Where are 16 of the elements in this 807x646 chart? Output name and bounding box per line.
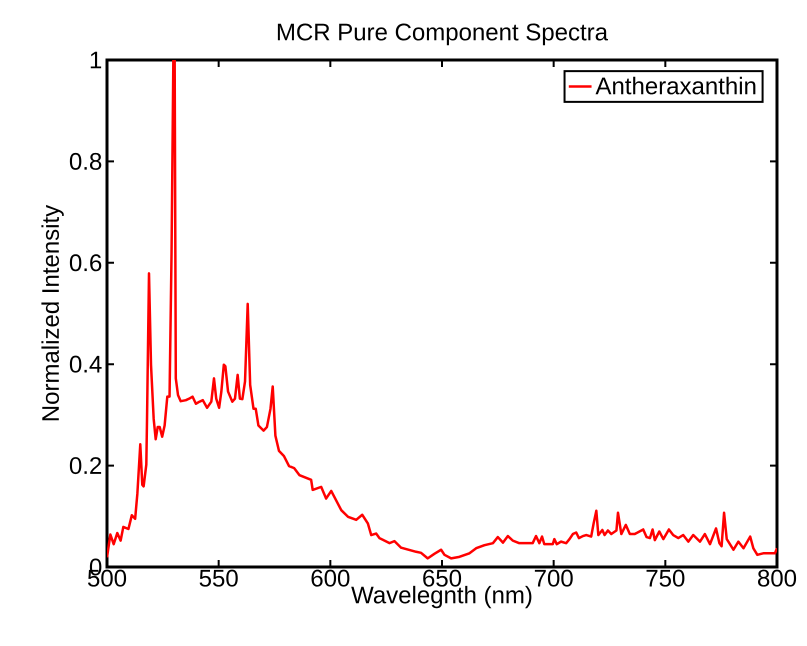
x-tick-label: 700 — [534, 570, 573, 587]
y-tick-label: 0.6 — [70, 254, 102, 272]
x-axis-title: Wavelegnth (nm) — [351, 586, 532, 608]
y-tick-label: 0.2 — [70, 457, 102, 474]
x-tick-label: 600 — [312, 570, 350, 587]
y-axis-title: Normalized Intensity — [41, 204, 64, 420]
chart-title: MCR Pure Component Spectra — [278, 24, 608, 46]
y-tick-label: 0.4 — [70, 356, 102, 373]
line-series — [107, 60, 777, 560]
y-tick-label: 1 — [90, 52, 102, 68]
y-tick-label: 0.8 — [70, 152, 102, 170]
x-tick-label: 550 — [200, 570, 238, 587]
x-tick-label: 650 — [423, 570, 462, 587]
x-tick-label: 750 — [646, 570, 684, 587]
x-tick-label: 800 — [758, 570, 796, 587]
legend-label: Antheraxanthin — [596, 76, 756, 94]
